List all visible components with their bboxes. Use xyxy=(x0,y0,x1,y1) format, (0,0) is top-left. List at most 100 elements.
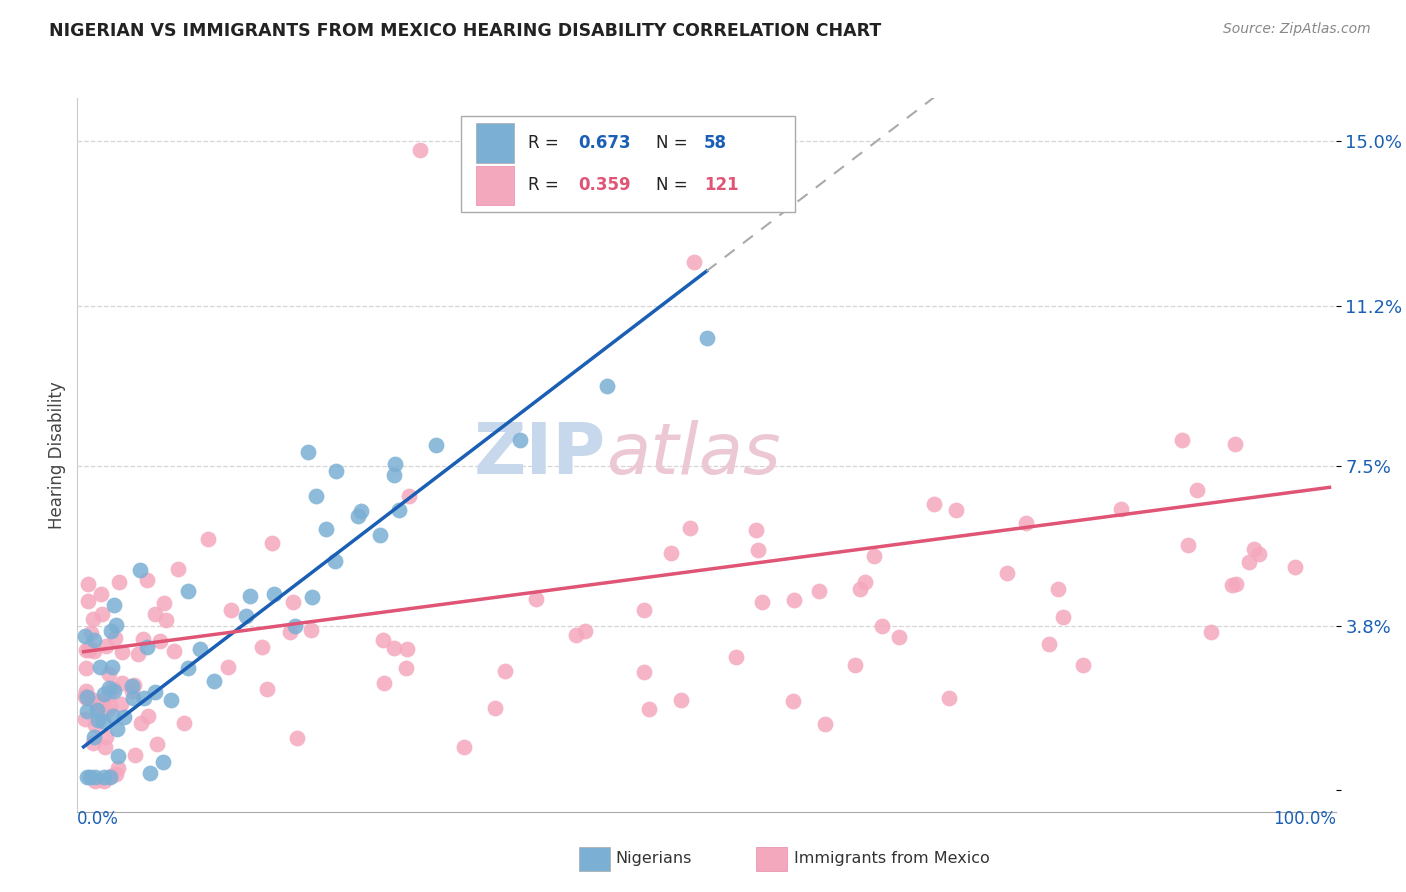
Point xyxy=(73,629,96,643)
Point xyxy=(145,737,167,751)
Text: 0.359: 0.359 xyxy=(578,177,631,194)
Point xyxy=(111,645,134,659)
Point xyxy=(395,661,418,675)
Point xyxy=(853,574,876,589)
Point xyxy=(80,691,103,706)
Point xyxy=(922,497,945,511)
Point xyxy=(105,722,128,736)
Point xyxy=(679,521,702,535)
Point xyxy=(745,524,768,538)
FancyBboxPatch shape xyxy=(477,166,515,205)
Point xyxy=(103,598,125,612)
Point xyxy=(1223,437,1246,451)
Text: N =: N = xyxy=(657,177,693,194)
Point xyxy=(159,692,181,706)
Point xyxy=(1109,501,1132,516)
Point xyxy=(96,703,118,717)
Point xyxy=(94,730,117,744)
Point xyxy=(121,679,143,693)
Point xyxy=(149,634,172,648)
Point xyxy=(90,587,112,601)
Point xyxy=(98,667,121,681)
Point xyxy=(101,681,124,696)
Point xyxy=(596,379,619,393)
Point xyxy=(76,690,98,705)
Text: Nigerians: Nigerians xyxy=(616,851,692,865)
Point xyxy=(108,574,131,589)
Point xyxy=(299,624,322,638)
Point xyxy=(1071,658,1094,673)
Point xyxy=(104,767,127,781)
Point xyxy=(75,661,97,675)
Point xyxy=(747,542,769,557)
Point xyxy=(219,603,242,617)
Point xyxy=(669,693,692,707)
Point xyxy=(122,690,145,705)
Text: atlas: atlas xyxy=(606,420,780,490)
Point xyxy=(135,573,157,587)
Point xyxy=(83,730,105,744)
Point xyxy=(79,770,101,784)
Point xyxy=(79,640,101,655)
Point xyxy=(425,438,447,452)
Point xyxy=(849,582,872,597)
Point xyxy=(83,717,105,731)
Point xyxy=(494,664,516,678)
Text: R =: R = xyxy=(527,134,564,152)
FancyBboxPatch shape xyxy=(461,116,794,212)
Point xyxy=(89,660,111,674)
Point xyxy=(725,649,748,664)
Point xyxy=(262,535,284,549)
Point xyxy=(217,659,239,673)
Point xyxy=(453,739,475,754)
Point xyxy=(87,713,110,727)
Point xyxy=(1243,541,1265,556)
Text: NIGERIAN VS IMMIGRANTS FROM MEXICO HEARING DISABILITY CORRELATION CHART: NIGERIAN VS IMMIGRANTS FROM MEXICO HEARI… xyxy=(49,22,882,40)
Point xyxy=(166,561,188,575)
Point xyxy=(346,508,368,523)
Point xyxy=(863,549,886,563)
Text: Immigrants from Mexico: Immigrants from Mexico xyxy=(794,851,990,865)
Point xyxy=(94,639,117,653)
Text: ZIP: ZIP xyxy=(474,420,606,490)
Point xyxy=(696,330,718,344)
Point xyxy=(484,700,506,714)
Point xyxy=(398,490,420,504)
Point xyxy=(197,532,219,546)
Point xyxy=(388,503,411,517)
Point xyxy=(152,756,174,770)
Point xyxy=(1284,560,1306,574)
Point xyxy=(98,770,121,784)
Point xyxy=(75,712,97,726)
Point xyxy=(84,770,107,784)
Point xyxy=(90,607,112,621)
Point xyxy=(112,710,135,724)
Point xyxy=(659,546,682,560)
Point xyxy=(87,698,110,712)
Point xyxy=(638,702,661,716)
Point xyxy=(305,490,328,504)
Text: 100.0%: 100.0% xyxy=(1272,810,1336,828)
Point xyxy=(1015,516,1038,531)
Point xyxy=(89,693,111,707)
Point xyxy=(995,566,1018,580)
Point xyxy=(263,587,285,601)
Point xyxy=(111,676,134,690)
Point xyxy=(104,618,127,632)
Point xyxy=(889,630,911,644)
Point xyxy=(278,624,301,639)
Point xyxy=(76,770,98,784)
Point xyxy=(1038,637,1060,651)
Point xyxy=(136,640,159,654)
Point xyxy=(177,661,200,675)
Point xyxy=(565,628,588,642)
Point xyxy=(938,691,960,706)
Point xyxy=(79,643,101,657)
Point xyxy=(1177,538,1199,552)
Point xyxy=(301,590,323,604)
Point xyxy=(844,657,866,672)
Point xyxy=(90,697,112,711)
Point xyxy=(173,716,195,731)
Point xyxy=(103,684,125,698)
Text: 58: 58 xyxy=(704,134,727,152)
